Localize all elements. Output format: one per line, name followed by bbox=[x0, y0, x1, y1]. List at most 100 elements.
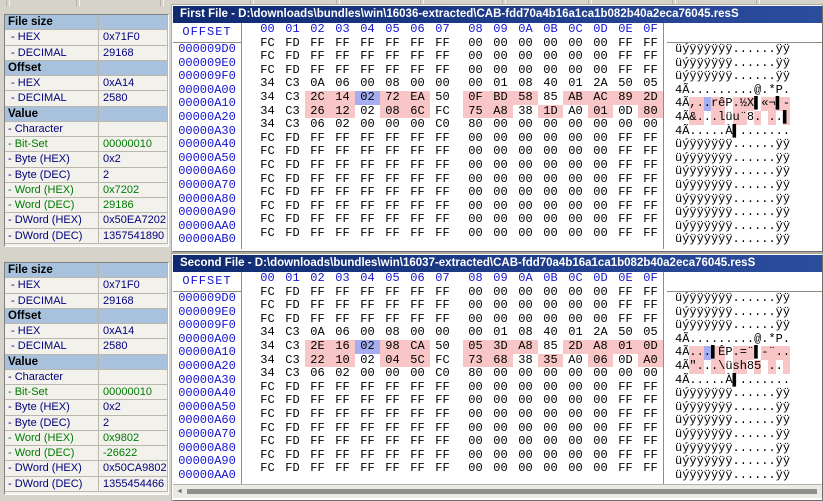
ascii-char[interactable]: . bbox=[689, 331, 697, 346]
property-value[interactable]: 0xA14 bbox=[99, 324, 168, 340]
ascii-char[interactable]: ÿ bbox=[710, 426, 719, 441]
ascii-char[interactable]: ÿ bbox=[782, 218, 791, 233]
ascii-char[interactable]: . bbox=[746, 454, 755, 469]
ascii-char[interactable]: ÿ bbox=[782, 150, 791, 165]
hex-byte[interactable]: 06 bbox=[335, 325, 350, 340]
ascii-char[interactable]: . bbox=[761, 372, 769, 387]
ascii-char[interactable]: ÿ bbox=[725, 205, 733, 220]
ascii-char[interactable]: . bbox=[746, 205, 755, 220]
ascii-char[interactable]: ▌ bbox=[732, 372, 740, 387]
hex-byte[interactable]: 00 bbox=[468, 144, 483, 159]
hex-byte[interactable]: 00 bbox=[360, 76, 375, 91]
hex-byte[interactable]: FF bbox=[643, 379, 658, 394]
hex-byte[interactable]: 00 bbox=[468, 311, 483, 326]
hex-byte[interactable]: FF bbox=[335, 379, 350, 394]
hex-byte[interactable]: AC bbox=[588, 90, 613, 105]
hex-byte[interactable]: 00 bbox=[518, 461, 533, 476]
hex-byte[interactable]: 00 bbox=[543, 366, 558, 381]
hex-byte[interactable]: 00 bbox=[518, 434, 533, 449]
hex-byte[interactable]: 50 bbox=[618, 325, 633, 340]
ascii-char[interactable]: . bbox=[761, 69, 769, 84]
ascii-char[interactable]: . bbox=[739, 386, 747, 401]
ascii-char[interactable]: . bbox=[761, 177, 769, 192]
hex-byte[interactable]: FF bbox=[310, 406, 325, 421]
hex-byte[interactable]: 00 bbox=[468, 284, 483, 299]
ascii-char[interactable]: . bbox=[754, 386, 762, 401]
ascii-char[interactable]: * bbox=[768, 331, 776, 346]
hex-byte[interactable]: FF bbox=[310, 171, 325, 186]
hex-byte[interactable]: 00 bbox=[568, 225, 583, 240]
ascii-char[interactable]: 8 bbox=[746, 109, 755, 124]
hex-byte[interactable]: FF bbox=[385, 62, 400, 77]
hex-byte[interactable]: 2E bbox=[305, 339, 330, 354]
ascii-char[interactable]: ÿ bbox=[775, 232, 783, 247]
hex-byte[interactable]: 00 bbox=[568, 49, 583, 64]
ascii-char[interactable]: . bbox=[689, 123, 697, 138]
ascii-char[interactable]: ÿ bbox=[689, 150, 697, 165]
hex-byte[interactable]: 00 bbox=[468, 461, 483, 476]
ascii-char[interactable]: ÿ bbox=[710, 164, 719, 179]
hex-byte[interactable]: 08 bbox=[518, 325, 533, 340]
hex-byte[interactable]: FF bbox=[435, 298, 450, 313]
ascii-char[interactable]: ý bbox=[682, 413, 690, 428]
hex-byte[interactable]: 2C bbox=[305, 90, 330, 105]
hex-byte[interactable]: 00 bbox=[543, 171, 558, 186]
ascii-char[interactable]: . bbox=[732, 82, 740, 97]
hex-byte[interactable]: FF bbox=[385, 144, 400, 159]
hex-byte[interactable]: FF bbox=[385, 225, 400, 240]
hex-byte[interactable]: 34 bbox=[260, 352, 275, 367]
ascii-char[interactable]: . bbox=[732, 318, 740, 333]
ascii-char[interactable]: ▌ bbox=[775, 96, 783, 111]
ascii-char[interactable]: ÿ bbox=[703, 164, 711, 179]
ascii-char[interactable]: ÿ bbox=[718, 467, 726, 482]
hex-byte[interactable]: 26 bbox=[305, 104, 330, 119]
hex-byte[interactable]: 00 bbox=[518, 225, 533, 240]
hex-byte[interactable]: FF bbox=[410, 311, 425, 326]
ascii-char[interactable]: ÿ bbox=[710, 69, 719, 84]
ascii-char[interactable]: ÿ bbox=[689, 318, 697, 333]
hex-byte[interactable]: FF bbox=[335, 212, 350, 227]
hex-byte[interactable]: FD bbox=[285, 298, 300, 313]
ascii-char[interactable]: . bbox=[761, 426, 769, 441]
hex-byte[interactable]: 00 bbox=[593, 393, 608, 408]
hex-byte[interactable]: 00 bbox=[543, 461, 558, 476]
hex-byte[interactable]: FF bbox=[360, 185, 375, 200]
ascii-char[interactable]: . bbox=[703, 331, 711, 346]
hex-byte[interactable]: FF bbox=[385, 447, 400, 462]
ascii-char[interactable]: ü bbox=[675, 205, 683, 220]
hex-byte[interactable]: 00 bbox=[593, 298, 608, 313]
ascii-char[interactable]: . bbox=[689, 372, 697, 387]
hex-byte[interactable]: 00 bbox=[493, 366, 508, 381]
ascii-char[interactable]: . bbox=[746, 164, 755, 179]
hex-byte[interactable]: 35 bbox=[538, 353, 563, 368]
hex-byte[interactable]: 58 bbox=[513, 90, 538, 105]
hex-byte[interactable]: FC bbox=[260, 225, 275, 240]
ascii-char[interactable]: Ã bbox=[682, 109, 690, 124]
ascii-char[interactable]: . bbox=[746, 42, 755, 56]
ascii-char[interactable]: . bbox=[732, 218, 740, 233]
ascii-char[interactable]: . bbox=[739, 304, 747, 319]
ascii-char[interactable]: ÿ bbox=[689, 205, 697, 220]
ascii-char[interactable]: . bbox=[768, 205, 776, 220]
ascii-char[interactable]: . bbox=[732, 399, 740, 414]
hex-byte[interactable]: FF bbox=[643, 298, 658, 313]
ascii-char[interactable]: ÿ bbox=[689, 218, 697, 233]
hex-byte[interactable]: FF bbox=[385, 130, 400, 145]
ascii-char[interactable]: . bbox=[739, 413, 747, 428]
ascii-char[interactable]: Ã bbox=[682, 372, 690, 387]
ascii-char[interactable]: ÿ bbox=[782, 304, 791, 319]
ascii-char[interactable]: . bbox=[732, 304, 740, 319]
ascii-char[interactable]: ÿ bbox=[696, 399, 704, 414]
ascii-char[interactable]: ÿ bbox=[689, 291, 697, 305]
ascii-char[interactable]: ü bbox=[675, 218, 683, 233]
hex-byte[interactable]: FF bbox=[618, 185, 633, 200]
hex-byte[interactable]: FF bbox=[435, 171, 450, 186]
ascii-char[interactable]: . bbox=[739, 318, 747, 333]
hex-byte[interactable]: 00 bbox=[568, 393, 583, 408]
ascii-char[interactable]: . bbox=[739, 372, 747, 387]
ascii-char[interactable]: ÿ bbox=[710, 55, 719, 70]
ascii-char[interactable]: . bbox=[739, 191, 747, 206]
property-value[interactable]: 00000010 bbox=[99, 137, 168, 153]
ascii-char[interactable] bbox=[761, 360, 768, 374]
ascii-char[interactable]: ÿ bbox=[710, 42, 719, 56]
